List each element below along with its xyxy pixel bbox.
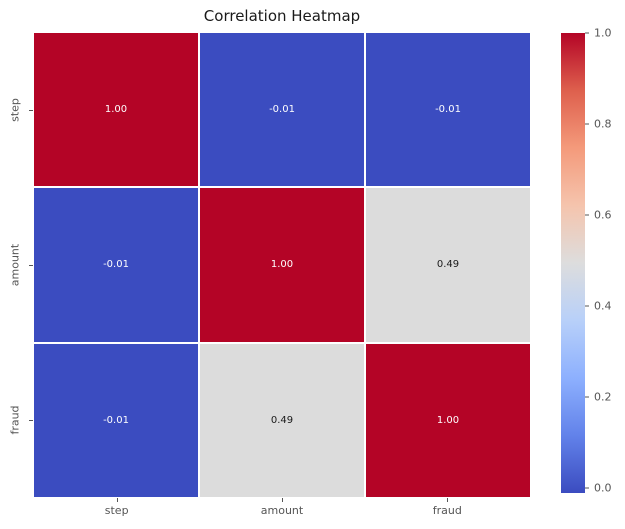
x-tick-mark — [282, 498, 283, 502]
colorbar-tick-label: 0.2 — [594, 390, 612, 404]
colorbar-tick-mark — [585, 32, 589, 34]
colorbar-tick-label: 0.6 — [594, 208, 612, 222]
heatmap-grid: 1.00 -0.01 -0.01 -0.01 1.00 0.49 -0.01 0.49 1.00 — [34, 33, 530, 497]
colorbar-tick-label: 0.8 — [594, 117, 612, 131]
cell-step-fraud: -0.01 — [366, 33, 530, 187]
y-tick-mark — [29, 265, 33, 266]
colorbar-tick-mark — [585, 396, 589, 398]
colorbar-tick-mark — [585, 123, 589, 125]
x-axis-label-step: step — [104, 504, 129, 517]
colorbar: 1.0 0.8 0.6 0.4 0.2 0.0 — [561, 27, 612, 495]
x-tick-mark — [116, 498, 118, 502]
cell-fraud-amount: 0.49 — [200, 343, 364, 497]
y-tick-mark — [29, 419, 33, 421]
x-axis: step amount fraud — [34, 497, 530, 527]
y-axis-label-step: step — [8, 98, 22, 123]
x-tick-mark — [447, 498, 449, 502]
chart-title: Correlation Heatmap — [203, 7, 361, 25]
cell-step-step: 1.00 — [34, 33, 198, 187]
colorbar-tick-label: 1.0 — [594, 26, 612, 40]
y-axis: step amount fraud — [0, 33, 34, 497]
y-axis-label-amount: amount — [8, 243, 22, 287]
colorbar-tick-mark — [585, 214, 589, 216]
colorbar-tick-label: 0.4 — [594, 299, 612, 313]
x-axis-label-amount: amount — [260, 504, 304, 517]
cell-step-amount: -0.01 — [200, 33, 364, 187]
colorbar-tick-mark — [585, 487, 589, 489]
cell-amount-amount: 1.00 — [200, 188, 364, 342]
colorbar-tick-label: 0.0 — [594, 481, 612, 495]
cell-amount-fraud: 0.49 — [366, 188, 530, 342]
cell-amount-step: -0.01 — [34, 188, 198, 342]
colorbar-tick-mark — [585, 305, 589, 307]
cell-fraud-fraud: 1.00 — [366, 343, 530, 497]
y-tick-mark — [29, 110, 33, 112]
cell-fraud-step: -0.01 — [34, 343, 198, 497]
x-axis-label-fraud: fraud — [432, 504, 462, 517]
y-axis-label-fraud: fraud — [8, 405, 22, 435]
